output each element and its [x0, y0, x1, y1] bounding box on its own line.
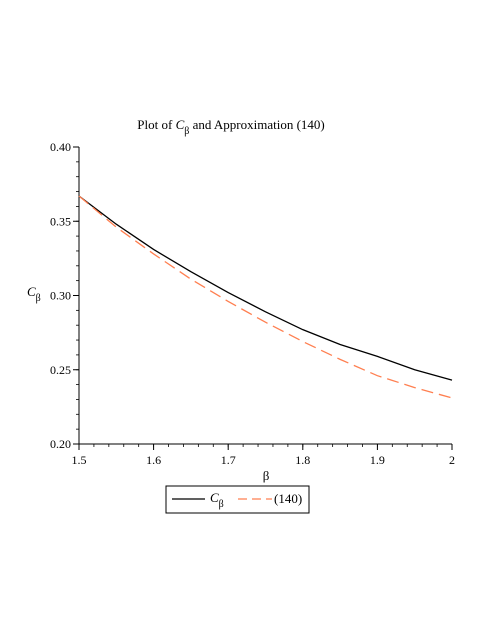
- y-tick-label: 0.25: [50, 363, 71, 377]
- x-axis-label: β: [263, 468, 270, 483]
- x-tick-label: 2: [449, 453, 455, 467]
- x-tick-label: 1.6: [146, 453, 161, 467]
- y-axis-label: Cβ: [27, 284, 41, 304]
- x-tick-label: 1.9: [370, 453, 385, 467]
- legend-label-series2: (140): [274, 491, 302, 506]
- y-tick-label: 0.20: [50, 437, 71, 451]
- legend-label-series1: Cβ: [210, 490, 224, 510]
- x-tick-label: 1.5: [72, 453, 87, 467]
- series-line-2: [78, 195, 453, 399]
- series-line-1: [78, 195, 453, 381]
- y-tick-label: 0.35: [50, 214, 71, 228]
- y-tick-label: 0.30: [50, 289, 71, 303]
- series-layer: [78, 195, 453, 399]
- y-tick-label: 0.40: [50, 140, 71, 154]
- axes: [78, 147, 452, 445]
- legend: Cβ (140): [165, 485, 310, 514]
- ticks: 1.5 1.6 1.7 1.8 1.9 2 0.20 0.25 0.30 0.35 0.40: [50, 140, 455, 467]
- x-tick-label: 1.7: [221, 453, 236, 467]
- chart-title: Plot of Cβ and Approximation (140): [137, 117, 324, 137]
- x-tick-label: 1.8: [295, 453, 310, 467]
